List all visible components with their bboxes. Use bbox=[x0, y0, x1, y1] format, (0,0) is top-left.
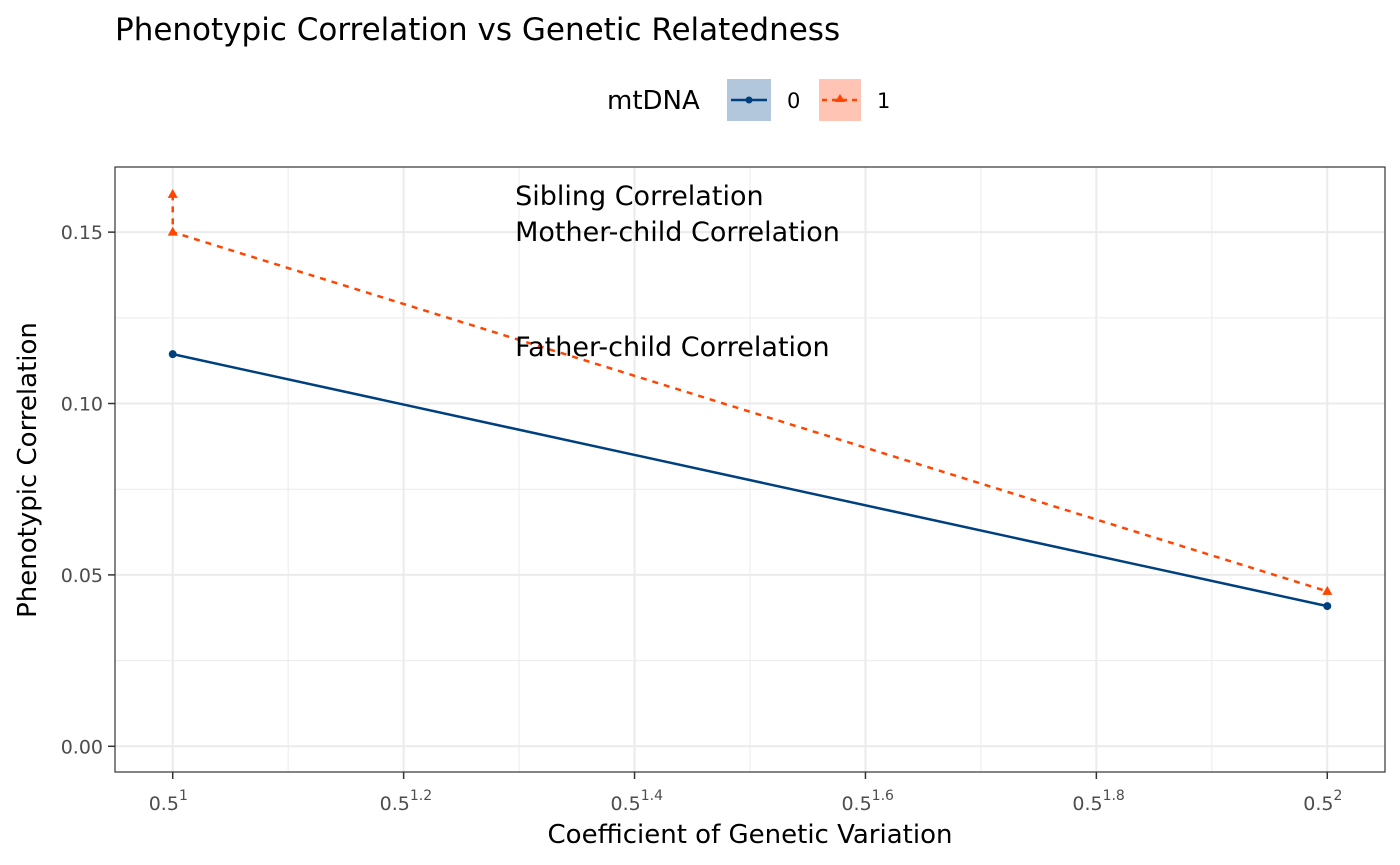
annotation-label: Sibling Correlation bbox=[515, 181, 764, 212]
x-tick-exponent: 1.8 bbox=[1103, 788, 1125, 804]
x-tick-base: 0.5 bbox=[841, 793, 871, 815]
x-tick-exponent: 1.4 bbox=[641, 788, 663, 804]
x-tick-base: 0.5 bbox=[380, 793, 410, 815]
y-tick-label: 0.10 bbox=[61, 394, 103, 416]
grid-major bbox=[115, 167, 1385, 772]
x-tick-exponent: 2 bbox=[1333, 788, 1342, 804]
x-tick-exponent: 1.6 bbox=[872, 788, 894, 804]
chart-title: Phenotypic Correlation vs Genetic Relate… bbox=[115, 12, 840, 48]
x-tick-label: 0.51.4 bbox=[611, 788, 664, 815]
grid-minor bbox=[115, 167, 1385, 772]
x-tick-base: 0.5 bbox=[149, 793, 179, 815]
annotation-layer: Sibling Correlation Mother-child Correlat… bbox=[515, 181, 840, 363]
legend-label-0: 0 bbox=[787, 89, 800, 113]
legend: mtDNA 0 1 bbox=[607, 79, 890, 121]
x-tick-label: 0.52 bbox=[1303, 788, 1342, 815]
x-tick-exponent: 1 bbox=[179, 788, 188, 804]
panel-border bbox=[114, 166, 1386, 773]
y-axis-title: Phenotypic Correlation bbox=[13, 322, 43, 618]
x-tick-label: 0.51.8 bbox=[1072, 788, 1124, 815]
x-axis-title: Coefficient of Genetic Variation bbox=[548, 820, 953, 850]
x-tick-base: 0.5 bbox=[1072, 793, 1102, 815]
data-point-series-1 bbox=[167, 226, 178, 236]
x-tick-label: 0.51.2 bbox=[380, 788, 432, 815]
x-tick-exponent: 1.2 bbox=[410, 788, 432, 804]
y-axis: 0.00 0.05 0.10 0.15 bbox=[61, 222, 115, 758]
legend-entry-0[interactable]: 0 bbox=[727, 79, 800, 121]
legend-entry-1[interactable]: 1 bbox=[819, 79, 890, 121]
plot-panel: Sibling Correlation Mother-child Correlat… bbox=[114, 166, 1386, 773]
legend-label-1: 1 bbox=[877, 89, 890, 113]
data-point-series-1 bbox=[1322, 585, 1333, 595]
series-line-0 bbox=[172, 352, 1328, 608]
x-axis: 0.51 0.51.2 0.51.4 0.51.6 0.51.8 0.52 bbox=[149, 772, 1342, 815]
data-point-series-1 bbox=[167, 188, 178, 198]
x-tick-label: 0.51 bbox=[149, 788, 188, 815]
annotation-label: Father-child Correlation bbox=[515, 332, 830, 363]
data-point-series-0 bbox=[168, 350, 177, 359]
x-tick-base: 0.5 bbox=[611, 793, 641, 815]
y-tick-label: 0.05 bbox=[61, 565, 103, 587]
annotation-label: Mother-child Correlation bbox=[515, 217, 840, 248]
data-point-series-0 bbox=[1323, 602, 1332, 611]
y-tick-label: 0.15 bbox=[61, 222, 103, 244]
legend-marker-triangle-icon bbox=[835, 94, 845, 102]
x-tick-base: 0.5 bbox=[1303, 793, 1333, 815]
y-tick-label: 0.00 bbox=[61, 736, 103, 758]
legend-title: mtDNA bbox=[607, 86, 700, 116]
x-tick-label: 0.51.6 bbox=[841, 788, 894, 815]
legend-marker-circle-icon bbox=[745, 96, 753, 104]
series-layer bbox=[167, 188, 1333, 611]
